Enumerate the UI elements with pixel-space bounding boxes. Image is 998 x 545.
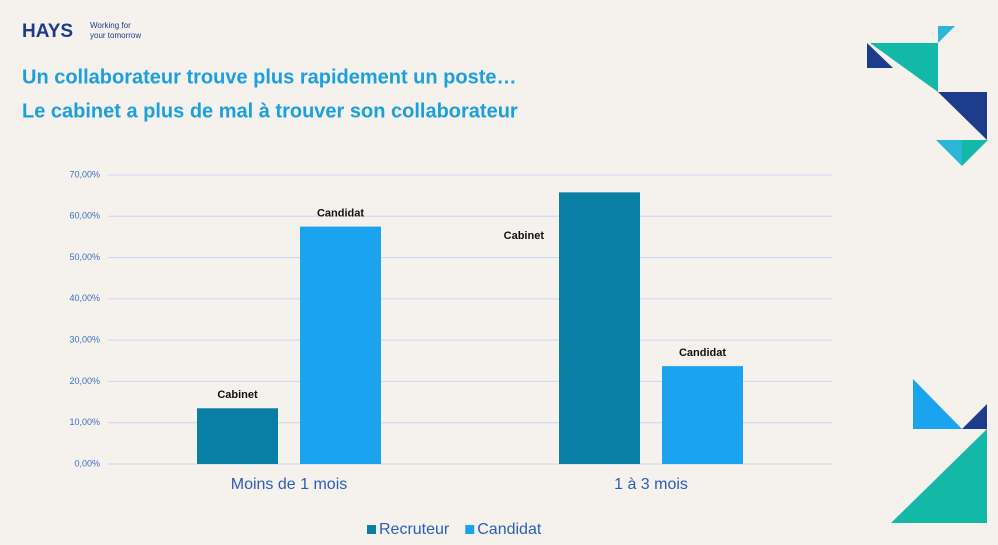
decoration [867, 26, 988, 523]
bar [300, 226, 381, 464]
bar-label: Candidat [317, 208, 364, 220]
legend-label: Recruteur [379, 521, 450, 538]
y-tick-label: 70,00% [69, 169, 100, 179]
logo: HAYS [22, 21, 73, 42]
legend-label: Candidat [477, 521, 542, 538]
chart-subtitle: Le cabinet a plus de mal à trouver son c… [22, 100, 518, 122]
bar [197, 408, 278, 464]
bar-label: Cabinet [504, 230, 545, 242]
legend-swatch [367, 525, 376, 534]
tagline: Working for [90, 21, 131, 30]
legend-swatch [465, 525, 475, 534]
bar-label: Candidat [679, 347, 726, 359]
y-tick-label: 30,00% [69, 335, 100, 345]
y-tick-label: 40,00% [69, 293, 100, 303]
y-tick-label: 60,00% [69, 211, 100, 221]
y-tick-label: 10,00% [69, 417, 100, 427]
y-tick-label: 20,00% [69, 376, 100, 386]
y-tick-label: 50,00% [69, 252, 100, 262]
bar-label: Cabinet [217, 389, 258, 401]
x-tick-label: 1 à 3 mois [614, 476, 688, 493]
tagline: your tomorrow [90, 31, 141, 40]
y-tick-label: 0,00% [74, 458, 100, 468]
x-tick-label: Moins de 1 mois [231, 476, 348, 493]
bar [559, 192, 640, 464]
bar [662, 366, 743, 464]
chart-title: Un collaborateur trouve plus rapidement … [22, 66, 517, 88]
